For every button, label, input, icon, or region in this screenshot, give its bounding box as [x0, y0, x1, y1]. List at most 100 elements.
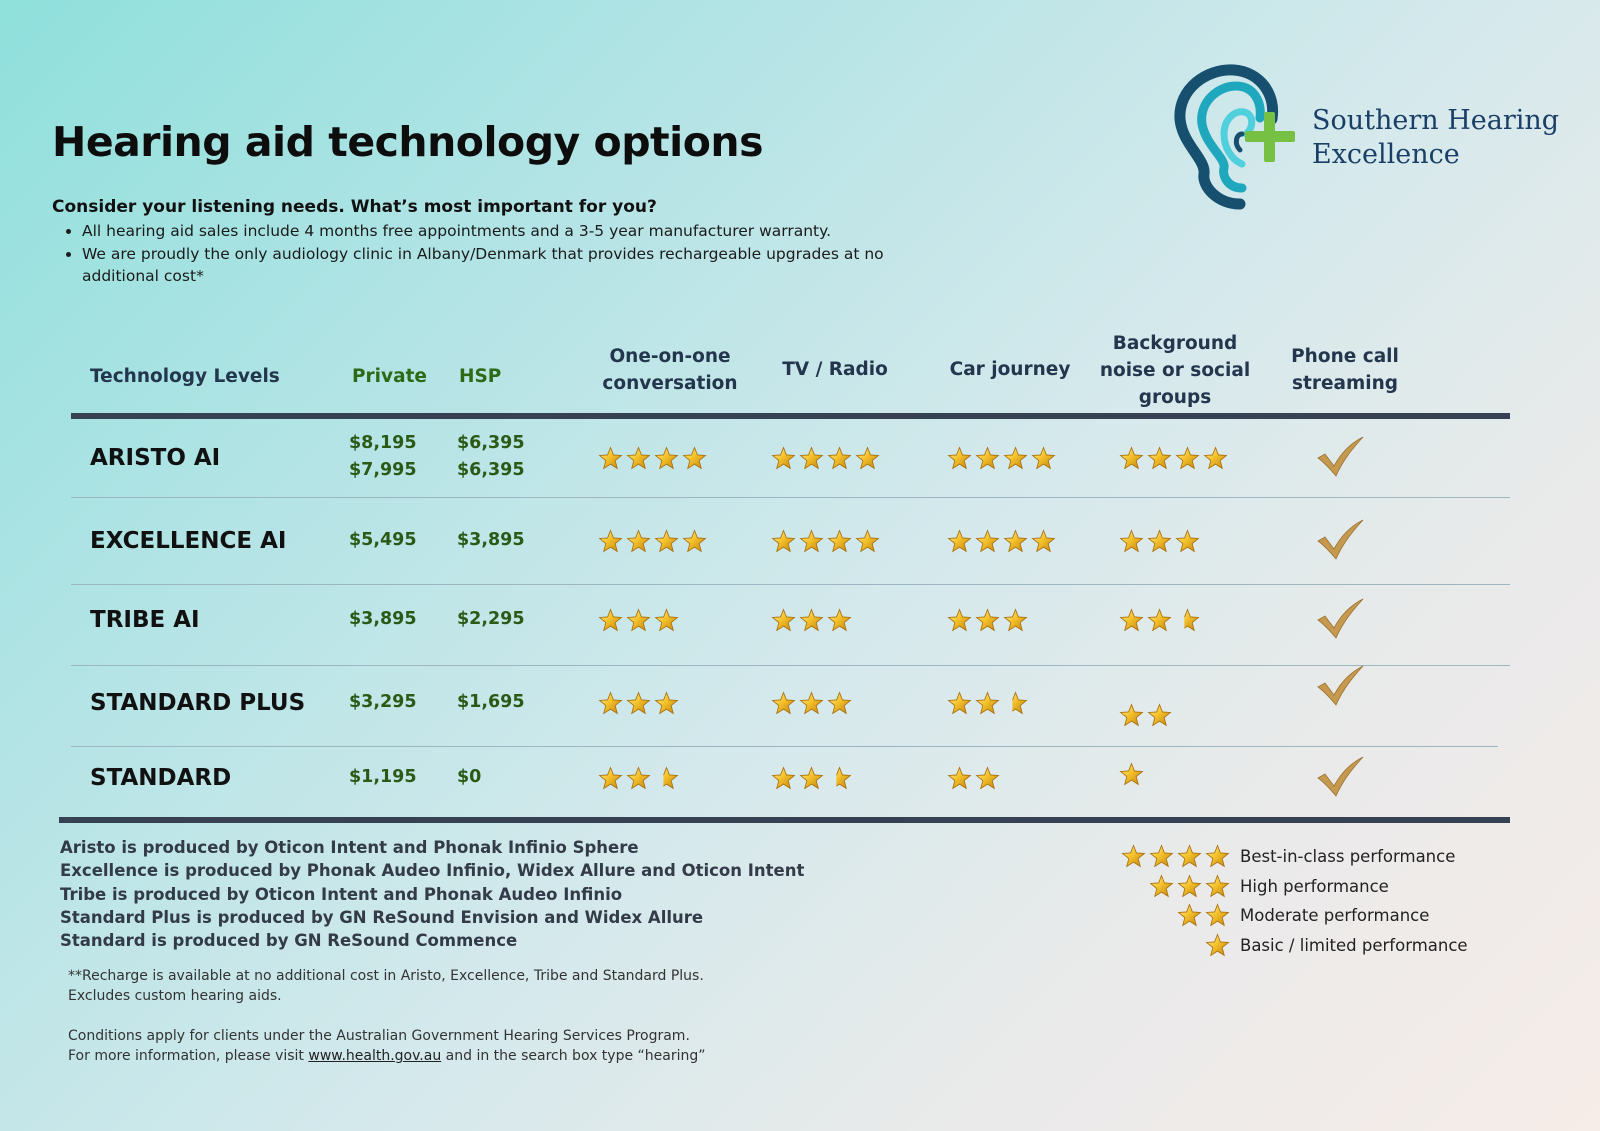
star-icon — [975, 446, 1000, 470]
star-icon — [682, 529, 707, 553]
star-icon — [654, 529, 679, 553]
star-icon — [598, 529, 623, 553]
price-value: $6,395 — [457, 433, 525, 453]
star-icon — [626, 529, 651, 553]
rating-background-noise — [1119, 446, 1228, 471]
star-icon — [771, 691, 796, 715]
star-icon — [771, 529, 796, 553]
rating-tv-radio — [771, 766, 852, 791]
star-icon — [975, 529, 1000, 553]
star-icon — [799, 608, 824, 632]
page-title: Hearing aid technology options — [52, 118, 763, 166]
row-divider — [71, 746, 1498, 747]
page-subtitle: Consider your listening needs. What’s mo… — [52, 197, 657, 217]
star-icon — [1147, 446, 1172, 470]
price-value: $2,295 — [457, 608, 525, 629]
rating-car-journey — [947, 529, 1056, 554]
star-icon — [947, 608, 972, 632]
star-icon — [1149, 844, 1174, 868]
star-icon — [1003, 529, 1028, 553]
bullet-item: We are proudly the only audiology clinic… — [82, 243, 962, 288]
brand-line-2: Excellence — [1312, 139, 1460, 170]
header-line: conversation — [602, 373, 738, 394]
star-icon — [1205, 933, 1230, 957]
checkmark-icon — [1317, 665, 1364, 706]
table-bottom-rule — [59, 817, 1510, 823]
star-icon — [598, 608, 623, 632]
hsp-price: $6,395 $6,395 — [457, 430, 525, 484]
ear-with-plus-icon — [1174, 64, 1295, 210]
star-icon — [654, 608, 679, 632]
health-gov-link[interactable]: www.health.gov.au — [308, 1048, 442, 1064]
rating-background-noise — [1119, 529, 1200, 554]
rating-background-noise — [1119, 608, 1200, 633]
star-icon — [1175, 529, 1200, 553]
private-price: $5,495 — [349, 527, 417, 554]
table-header-rule — [71, 413, 1510, 419]
conditions-note-line-1: Conditions apply for clients under the A… — [68, 1028, 690, 1044]
star-icon — [1003, 608, 1028, 632]
legend-label: Moderate performance — [1240, 906, 1430, 925]
checkmark-icon — [1317, 756, 1364, 797]
header-tv-radio: TV / Radio — [782, 359, 888, 380]
header-line: Phone call — [1291, 346, 1399, 367]
star-icon — [771, 608, 796, 632]
producer-line: Standard Plus is produced by GN ReSound … — [60, 907, 704, 927]
producer-line: Standard is produced by GN ReSound Comme… — [60, 931, 518, 951]
rating-tv-radio — [771, 446, 880, 471]
star-icon — [827, 446, 852, 470]
rating-one-on-one — [598, 446, 707, 471]
hsp-price: $1,695 — [457, 689, 525, 716]
star-icon — [1147, 608, 1172, 632]
header-private: Private — [352, 366, 427, 387]
star-icon — [1119, 446, 1144, 470]
star-icon — [1177, 874, 1202, 898]
row-technology-level: TRIBE AI — [90, 607, 200, 633]
header-technology-levels: Technology Levels — [90, 366, 280, 387]
rating-one-on-one — [598, 691, 679, 716]
private-price: $3,295 — [349, 689, 417, 716]
star-icon — [947, 446, 972, 470]
rating-tv-radio — [771, 608, 852, 633]
conditions-note-line-2: For more information, please visit www.h… — [68, 1046, 706, 1066]
star-icon — [771, 446, 796, 470]
star-icon — [1177, 903, 1202, 927]
star-icon — [626, 691, 651, 715]
row-divider — [71, 584, 1510, 585]
rating-car-journey — [947, 691, 1028, 716]
producer-line: Aristo is produced by Oticon Intent and … — [60, 838, 639, 857]
rating-tv-radio — [771, 529, 880, 554]
price-value: $5,495 — [349, 529, 417, 550]
star-icon — [1119, 703, 1144, 727]
star-icon — [947, 529, 972, 553]
legend-stars — [1120, 933, 1230, 958]
row-technology-level: STANDARD — [90, 765, 232, 791]
rating-car-journey — [947, 446, 1056, 471]
hsp-price: $0 — [457, 764, 481, 791]
star-icon — [1147, 529, 1172, 553]
checkmark-icon — [1317, 519, 1364, 560]
legend-stars — [1120, 844, 1230, 869]
header-line: Background — [1112, 333, 1238, 354]
producer-line: Tribe is produced by Oticon Intent and P… — [60, 884, 623, 904]
rating-one-on-one — [598, 529, 707, 554]
bullet-item: All hearing aid sales include 4 months f… — [82, 220, 962, 243]
star-icon — [682, 446, 707, 470]
rating-car-journey — [947, 608, 1028, 633]
header-line: groups — [1138, 387, 1212, 408]
legend-stars — [1120, 874, 1230, 899]
star-icon — [975, 766, 1000, 790]
star-icon — [947, 766, 972, 790]
row-technology-level: STANDARD PLUS — [90, 690, 306, 716]
row-technology-level: EXCELLENCE AI — [90, 528, 287, 554]
row-divider — [71, 665, 1510, 666]
legend-label: Best-in-class performance — [1240, 847, 1456, 866]
half-star-icon — [1184, 608, 1200, 632]
row-technology-level: ARISTO AI — [90, 445, 221, 471]
star-icon — [799, 529, 824, 553]
header-line: streaming — [1291, 373, 1399, 394]
price-value: $1,195 — [349, 766, 417, 787]
star-icon — [771, 766, 796, 790]
hsp-price: $2,295 — [457, 606, 525, 633]
row-divider — [71, 497, 1510, 498]
